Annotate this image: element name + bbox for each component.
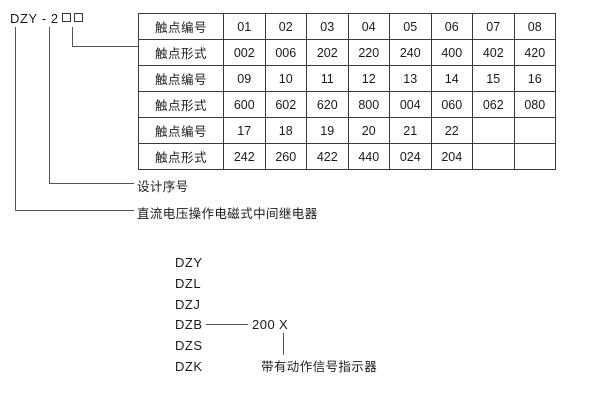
table-cell: 024: [389, 143, 432, 170]
table-cell: 22: [430, 117, 473, 144]
table-cell: 240: [389, 39, 432, 66]
row-header: 触点编号: [138, 117, 224, 144]
table-cell: 600: [223, 91, 266, 118]
leader-dzb-to-suffix: [206, 324, 248, 325]
model-code: DZY - 2: [10, 12, 83, 26]
table-cell: 260: [264, 143, 307, 170]
table-cell: 18: [264, 117, 307, 144]
table-cell: [513, 143, 556, 170]
table-cell: 08: [513, 13, 556, 40]
table-cell: [472, 117, 515, 144]
table-row: 触点形式 600 602 620 800 004 060 062 080: [138, 91, 556, 118]
table-cell: 220: [347, 39, 390, 66]
table-cell: 422: [306, 143, 349, 170]
table-cell: 12: [347, 65, 390, 92]
table-cell: 620: [306, 91, 349, 118]
table-cell: 062: [472, 91, 515, 118]
table-cell: 400: [430, 39, 473, 66]
suffix-letter: X: [279, 317, 288, 332]
suffix-number: 200: [252, 317, 276, 332]
table-cell: 21: [389, 117, 432, 144]
row-header: 触点形式: [138, 39, 224, 66]
table-row: 触点形式 242 260 422 440 024 204: [138, 143, 556, 170]
leader-contact-vertical: [72, 27, 73, 47]
row-header: 触点形式: [138, 143, 224, 170]
series-item-dzj: DZJ: [175, 297, 201, 312]
series-item-dzk: DZK: [175, 359, 203, 374]
series-item-dzy: DZY: [175, 255, 203, 270]
table-cell: 402: [472, 39, 515, 66]
table-cell: 20: [347, 117, 390, 144]
suffix-note: 带有动作信号指示器: [261, 360, 378, 374]
leader-relay-description-vertical: [15, 27, 16, 211]
model-code-box-1: [61, 13, 71, 22]
table-cell: 800: [347, 91, 390, 118]
table-cell: 420: [513, 39, 556, 66]
table-cell: 204: [430, 143, 473, 170]
table-cell: 060: [430, 91, 473, 118]
table-cell: 07: [472, 13, 515, 40]
model-code-prefix: DZY - 2: [10, 11, 59, 26]
table-row: 触点编号 01 02 03 04 05 06 07 08: [138, 13, 556, 40]
contact-code-table: 触点编号 01 02 03 04 05 06 07 08 触点形式 002 00…: [138, 13, 556, 170]
table-cell: 02: [264, 13, 307, 40]
table-row: 触点形式 002 006 202 220 240 400 402 420: [138, 39, 556, 66]
table-cell: [472, 143, 515, 170]
model-code-box-2: [73, 13, 83, 22]
table-cell: 004: [389, 91, 432, 118]
table-cell: 440: [347, 143, 390, 170]
table-cell: 06: [430, 13, 473, 40]
table-row: 触点编号 17 18 19 20 21 22: [138, 117, 556, 144]
series-item-dzb: DZB: [175, 317, 203, 332]
contact-code-table-body: 触点编号 01 02 03 04 05 06 07 08 触点形式 002 00…: [138, 13, 556, 170]
row-header: 触点形式: [138, 91, 224, 118]
table-cell: 05: [389, 13, 432, 40]
leader-contact-horizontal: [72, 46, 138, 47]
table-row: 触点编号 09 10 11 12 13 14 15 16: [138, 65, 556, 92]
leader-design-serial-vertical: [49, 27, 50, 184]
row-header: 触点编号: [138, 65, 224, 92]
table-cell: [513, 117, 556, 144]
table-cell: 03: [306, 13, 349, 40]
table-cell: 14: [430, 65, 473, 92]
table-cell: 10: [264, 65, 307, 92]
table-cell: 04: [347, 13, 390, 40]
table-cell: 15: [472, 65, 515, 92]
table-cell: 080: [513, 91, 556, 118]
table-cell: 006: [264, 39, 307, 66]
table-cell: 242: [223, 143, 266, 170]
table-cell: 13: [389, 65, 432, 92]
table-cell: 17: [223, 117, 266, 144]
table-cell: 002: [223, 39, 266, 66]
table-cell: 09: [223, 65, 266, 92]
callout-design-serial: 设计序号: [137, 180, 189, 194]
callout-relay-description: 直流电压操作电磁式中间继电器: [137, 207, 318, 221]
series-item-dzl: DZL: [175, 276, 202, 291]
row-header: 触点编号: [138, 13, 224, 40]
series-item-dzs: DZS: [175, 338, 203, 353]
table-cell: 19: [306, 117, 349, 144]
table-cell: 202: [306, 39, 349, 66]
leader-suffix-note-vertical: [283, 333, 284, 355]
leader-relay-description-horizontal: [15, 210, 134, 211]
table-cell: 602: [264, 91, 307, 118]
table-cell: 01: [223, 13, 266, 40]
table-cell: 11: [306, 65, 349, 92]
table-cell: 16: [513, 65, 556, 92]
leader-design-serial-horizontal: [49, 183, 134, 184]
